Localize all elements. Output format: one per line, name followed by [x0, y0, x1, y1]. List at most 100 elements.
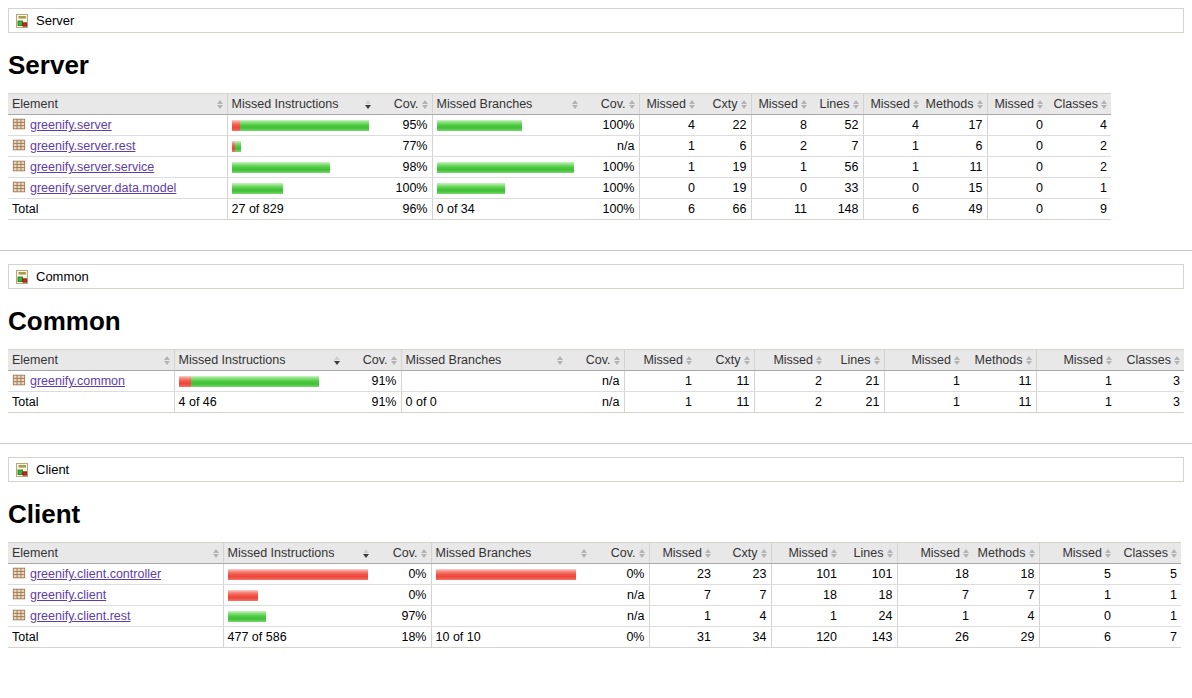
col-header-lines-8[interactable]: Lines — [841, 543, 897, 564]
missed-bar-segment — [436, 569, 576, 580]
sort-arrows-icon[interactable] — [334, 356, 340, 365]
sort-arrows-icon[interactable] — [581, 549, 587, 558]
col-header-missed-5[interactable]: Missed — [624, 350, 696, 371]
col-header-cxty-6[interactable]: Cxty — [699, 94, 751, 115]
col-header-cov-4[interactable]: Cov. — [567, 350, 624, 371]
sort-arrows-icon[interactable] — [954, 356, 960, 365]
package-link[interactable]: greenify.client.controller — [30, 567, 161, 581]
col-header-missed-9[interactable]: Missed — [884, 350, 964, 371]
total-label: Total — [8, 627, 223, 648]
col-header-missed-11[interactable]: Missed — [1036, 350, 1116, 371]
col-header-cxty-6[interactable]: Cxty — [696, 350, 754, 371]
sort-arrows-icon[interactable] — [913, 100, 919, 109]
sort-arrows-icon[interactable] — [1106, 356, 1112, 365]
col-header-missed-branches-3[interactable]: Missed Branches — [401, 350, 567, 371]
col-header-cov-2[interactable]: Cov. — [375, 94, 432, 115]
col-header-missed-instructions-1[interactable]: Missed Instructions — [174, 350, 344, 371]
sort-arrows-icon[interactable] — [213, 549, 219, 558]
sort-arrows-icon[interactable] — [853, 100, 859, 109]
package-link[interactable]: greenify.server — [30, 118, 112, 132]
sort-arrows-icon[interactable] — [1174, 356, 1180, 365]
sort-arrows-icon[interactable] — [741, 100, 747, 109]
col-header-missed-5[interactable]: Missed — [649, 543, 715, 564]
sort-arrows-icon[interactable] — [887, 549, 893, 558]
package-link[interactable]: greenify.server.rest — [30, 139, 135, 153]
sort-arrows-icon[interactable] — [365, 100, 371, 109]
sort-arrows-icon[interactable] — [686, 356, 692, 365]
package-link[interactable]: greenify.server.data.model — [30, 181, 176, 195]
col-header-element-0[interactable]: Element — [8, 543, 223, 564]
col-header-missed-7[interactable]: Missed — [751, 94, 811, 115]
sort-arrows-icon[interactable] — [217, 100, 223, 109]
sort-arrows-icon[interactable] — [963, 549, 969, 558]
col-header-missed-branches-3[interactable]: Missed Branches — [431, 543, 591, 564]
sort-arrows-icon[interactable] — [1101, 100, 1107, 109]
sort-arrows-icon[interactable] — [391, 356, 397, 365]
col-header-cov-2[interactable]: Cov. — [373, 543, 431, 564]
section-divider — [0, 443, 1192, 444]
classes-cell: 2 — [1047, 136, 1111, 157]
lines-cell: 18 — [841, 585, 897, 606]
col-header-missed-instructions-1[interactable]: Missed Instructions — [227, 94, 375, 115]
col-header-cov-4[interactable]: Cov. — [591, 543, 649, 564]
col-header-methods-10[interactable]: Methods — [973, 543, 1039, 564]
col-header-missed-7[interactable]: Missed — [754, 350, 826, 371]
sort-arrows-icon[interactable] — [164, 356, 170, 365]
sort-arrows-icon[interactable] — [761, 549, 767, 558]
col-header-lines-8[interactable]: Lines — [826, 350, 884, 371]
sort-arrows-icon[interactable] — [363, 549, 369, 558]
package-link[interactable]: greenify.client — [30, 588, 106, 602]
missed-lines-cell: 1 — [751, 157, 811, 178]
sort-arrows-icon[interactable] — [1171, 549, 1177, 558]
package-link[interactable]: greenify.server.service — [30, 160, 154, 174]
col-header-missed-11[interactable]: Missed — [987, 94, 1047, 115]
sort-arrows-icon[interactable] — [629, 100, 635, 109]
col-header-methods-10[interactable]: Methods — [923, 94, 987, 115]
sort-arrows-icon[interactable] — [572, 100, 578, 109]
total-branch-ratio: 0 of 0 — [401, 392, 567, 413]
col-header-lines-8[interactable]: Lines — [811, 94, 863, 115]
sort-arrows-icon[interactable] — [816, 356, 822, 365]
sort-arrows-icon[interactable] — [744, 356, 750, 365]
sort-arrows-icon[interactable] — [689, 100, 695, 109]
col-header-classes-12[interactable]: Classes — [1047, 94, 1111, 115]
col-header-missed-9[interactable]: Missed — [863, 94, 923, 115]
sort-arrows-icon[interactable] — [801, 100, 807, 109]
sort-arrows-icon[interactable] — [1029, 549, 1035, 558]
col-header-missed-9[interactable]: Missed — [897, 543, 973, 564]
col-header-missed-11[interactable]: Missed — [1039, 543, 1115, 564]
sort-arrows-icon[interactable] — [422, 100, 428, 109]
total-methods-cell: 11 — [964, 392, 1036, 413]
package-link[interactable]: greenify.client.rest — [30, 609, 131, 623]
col-header-cxty-6[interactable]: Cxty — [715, 543, 771, 564]
sort-arrows-icon[interactable] — [421, 549, 427, 558]
package-link[interactable]: greenify.common — [30, 374, 125, 388]
col-header-methods-10[interactable]: Methods — [964, 350, 1036, 371]
col-header-element-0[interactable]: Element — [8, 350, 174, 371]
col-header-element-0[interactable]: Element — [8, 94, 227, 115]
sort-arrows-icon[interactable] — [874, 356, 880, 365]
col-header-missed-7[interactable]: Missed — [771, 543, 841, 564]
sort-arrows-icon[interactable] — [1037, 100, 1043, 109]
col-header-cov-2[interactable]: Cov. — [344, 350, 401, 371]
breadcrumb-label: Client — [36, 462, 69, 477]
sort-arrows-icon[interactable] — [1105, 549, 1111, 558]
col-header-classes-12[interactable]: Classes — [1115, 543, 1181, 564]
sort-arrows-icon[interactable] — [705, 549, 711, 558]
col-header-missed-branches-3[interactable]: Missed Branches — [432, 94, 582, 115]
sort-arrows-icon[interactable] — [614, 356, 620, 365]
sort-arrows-icon[interactable] — [639, 549, 645, 558]
total-instr-cov-cell: 18% — [373, 627, 431, 648]
missed-classes-cell: 0 — [987, 157, 1047, 178]
sort-arrows-icon[interactable] — [831, 549, 837, 558]
sort-arrows-icon[interactable] — [1026, 356, 1032, 365]
col-header-cov-4[interactable]: Cov. — [582, 94, 639, 115]
missed-methods-cell: 1 — [897, 606, 973, 627]
sort-arrows-icon[interactable] — [977, 100, 983, 109]
col-header-classes-12[interactable]: Classes — [1116, 350, 1184, 371]
col-header-missed-instructions-1[interactable]: Missed Instructions — [223, 543, 373, 564]
table-row: greenify.server95%100%42285241704 — [8, 115, 1111, 136]
sort-arrows-icon[interactable] — [557, 356, 563, 365]
col-header-missed-5[interactable]: Missed — [639, 94, 699, 115]
col-header-label: Missed Instructions — [232, 97, 339, 111]
